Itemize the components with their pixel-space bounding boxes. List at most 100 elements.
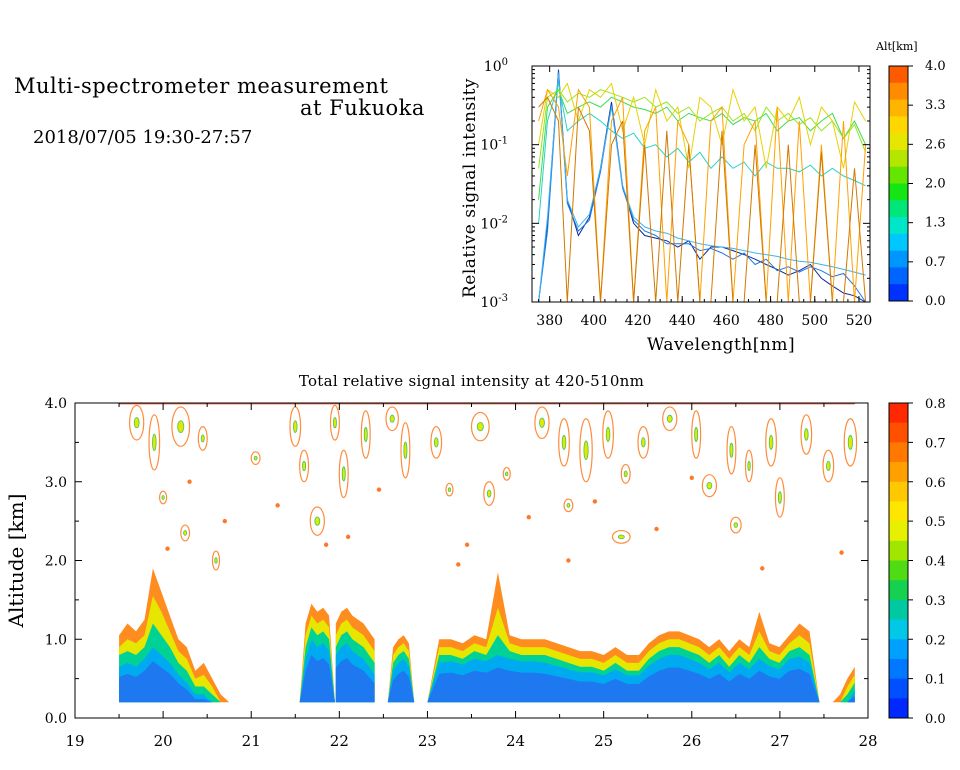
cloud-core xyxy=(505,471,509,477)
heatmap-x-tick-label: 21 xyxy=(242,732,261,750)
cloud-core xyxy=(666,414,673,423)
cloud-contour xyxy=(148,414,161,471)
boundary-layer-core xyxy=(638,667,820,703)
cloud-contour xyxy=(726,426,737,475)
cloud-contour xyxy=(470,411,490,442)
heatmap-y-tick-label: 4.0 xyxy=(45,396,67,412)
cloud-contour xyxy=(171,406,191,447)
intensity-colorbar-tick-label: 0.3 xyxy=(925,594,946,609)
intensity-colorbar-swatch xyxy=(889,658,908,680)
altitude-colorbar-tick-label: 1.3 xyxy=(925,216,946,231)
cloud-speck xyxy=(689,475,694,481)
intensity-colorbar-swatch xyxy=(889,619,908,640)
cloud-contour xyxy=(430,426,443,459)
spectrum-series-group xyxy=(538,69,867,302)
intensity-colorbar-swatch xyxy=(889,639,908,660)
measurement-time-range: 2018/07/05 19:30-27:57 xyxy=(33,127,253,148)
spectrum-x-tick-label: 380 xyxy=(536,313,563,329)
altitude-colorbar-swatch xyxy=(889,233,908,252)
heatmap-y-tick-label: 3.0 xyxy=(45,475,67,491)
intensity-colorbar-swatch xyxy=(889,698,908,719)
intensity-colorbar-tick-label: 0.7 xyxy=(925,436,946,451)
heatmap-x-tick-label: 22 xyxy=(330,732,349,750)
heatmap-x-tick-label: 23 xyxy=(418,732,437,750)
boundary-layer-core xyxy=(119,661,230,703)
intensity-colorbar: 0.8 0.7 0.6 0.5 0.4 0.3 0.2 0.1 0.0 xyxy=(888,397,946,727)
spectrum-series-line xyxy=(538,69,866,302)
cloud-speck xyxy=(376,487,382,492)
cloud-contour xyxy=(765,418,777,467)
cloud-contour xyxy=(662,406,678,432)
cloud-contour xyxy=(158,490,168,505)
cloud-core xyxy=(729,442,734,458)
cloud-contour xyxy=(843,418,858,467)
cloud-contour xyxy=(729,516,742,534)
cloud-core xyxy=(302,460,307,472)
cloud-speck xyxy=(760,566,765,571)
cloud-contour xyxy=(563,498,574,513)
cloud-speck xyxy=(654,526,659,532)
spectrum-x-tick-label: 460 xyxy=(713,313,740,329)
cloud-speck xyxy=(222,518,227,524)
spectrum-series-line xyxy=(538,71,867,302)
cloud-core xyxy=(332,417,337,429)
spectrum-series-line xyxy=(538,88,867,200)
altitude-colorbar-swatch xyxy=(889,133,908,151)
cloud-contour xyxy=(360,410,371,459)
spectrum-y-axis-label: Relative signal intensity xyxy=(460,78,480,298)
heatmap-y-tick-label: 2.0 xyxy=(45,554,67,570)
cloud-core xyxy=(403,441,408,459)
cloud-speck xyxy=(464,542,470,547)
cloud-contour xyxy=(129,404,145,441)
cloud-contour xyxy=(691,410,702,459)
cloud-contour xyxy=(197,426,208,451)
altitude-colorbar-swatch xyxy=(889,166,908,184)
cloud-core xyxy=(605,427,611,442)
intensity-colorbar-tick-label: 0.8 xyxy=(925,397,946,412)
cloud-contour xyxy=(502,466,511,481)
boundary-layer-band xyxy=(832,682,855,703)
cloud-contour xyxy=(637,426,650,459)
boundary-layer-core xyxy=(832,696,855,703)
altitude-colorbar-swatch xyxy=(889,116,908,134)
heatmap-x-tick-label: 24 xyxy=(506,732,525,750)
spectrum-x-tick-label: 500 xyxy=(801,313,828,329)
cloud-core xyxy=(641,437,646,448)
spectrum-series-line xyxy=(538,96,867,302)
altitude-colorbar-tick-label: 2.6 xyxy=(925,137,946,152)
intensity-colorbar-swatch xyxy=(889,403,908,424)
spectrum-x-axis-label: Wavelength[nm] xyxy=(647,335,795,355)
cloud-core xyxy=(617,534,625,540)
intensity-colorbar-tick-label: 0.6 xyxy=(925,476,946,491)
cloud-core xyxy=(341,466,346,482)
chart-title-line2: at Fukuoka xyxy=(300,96,425,120)
cloud-speck xyxy=(345,534,351,540)
cloud-core xyxy=(694,427,699,442)
intensity-colorbar-swatch xyxy=(889,481,908,502)
cloud-contour xyxy=(774,477,785,518)
heatmap-title: Total relative signal intensity at 420-5… xyxy=(299,372,644,390)
heatmap-y-tick-label: 1.0 xyxy=(45,632,67,648)
cloud-contour xyxy=(329,404,340,441)
spectrum-x-tick-label: 420 xyxy=(625,313,652,329)
cloud-contour xyxy=(558,418,570,467)
cloud-core xyxy=(314,516,321,526)
chart-title-line1: Multi-spectrometer measurement xyxy=(14,74,389,98)
cloud-speck xyxy=(592,499,598,504)
heatmap-x-tick-label: 28 xyxy=(858,732,877,750)
altitude-time-heatmap: Total relative signal intensity at 420-5… xyxy=(4,372,878,750)
cloud-contour xyxy=(250,451,261,466)
cloud-contour xyxy=(299,449,310,483)
intensity-colorbar-tick-label: 0.0 xyxy=(925,712,946,727)
heatmap-field xyxy=(119,403,858,703)
altitude-colorbar-tick-label: 2.0 xyxy=(925,177,946,192)
cloud-core xyxy=(486,489,492,498)
cloud-contour xyxy=(211,550,221,571)
cloud-contour xyxy=(611,529,631,544)
cloud-contour xyxy=(620,463,631,484)
cloud-contour xyxy=(701,474,718,498)
cloud-core xyxy=(177,420,185,433)
intensity-colorbar-swatch xyxy=(889,560,908,581)
heatmap-x-tick-label: 26 xyxy=(682,732,701,750)
cloud-speck xyxy=(839,550,844,555)
